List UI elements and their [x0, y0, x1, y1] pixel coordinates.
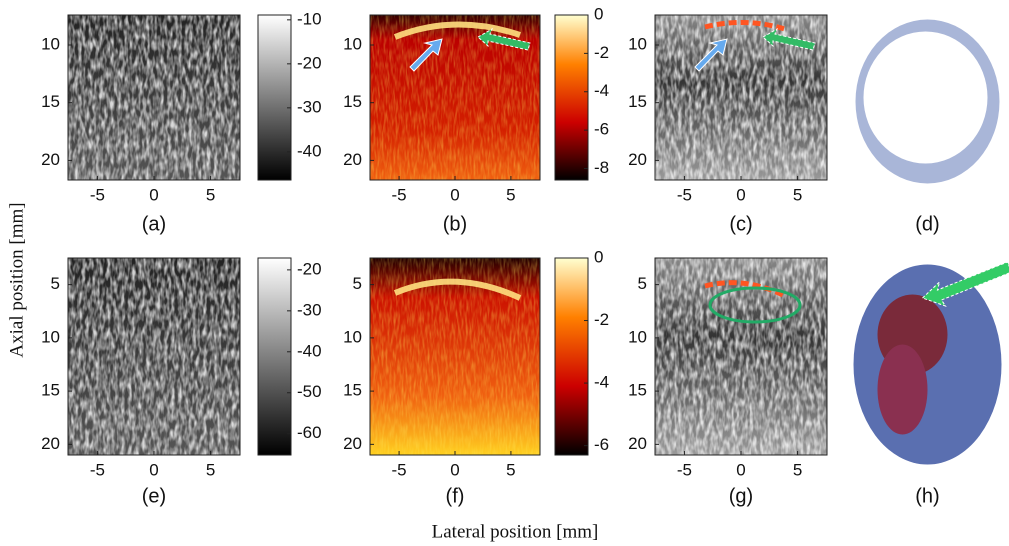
y-tick-label: 5 — [353, 274, 362, 293]
x-tick-label: -5 — [90, 185, 105, 204]
y-axis-label: Axial position [mm] — [6, 202, 27, 357]
x-tick-label: 0 — [149, 185, 158, 204]
y-tick-label: 15 — [343, 381, 362, 400]
x-tick-label: -5 — [677, 185, 692, 204]
x-tick-label: -5 — [677, 460, 692, 479]
colorbar-tick-label: -30 — [297, 97, 322, 116]
x-tick-label: 0 — [736, 185, 745, 204]
speckle — [68, 15, 240, 180]
colorbar-tick-label: -30 — [297, 300, 322, 319]
colorbar-tick-label: -20 — [297, 53, 322, 72]
y-tick-label: 15 — [343, 92, 362, 111]
speckle — [370, 258, 540, 455]
y-tick-label: 15 — [628, 92, 647, 111]
x-tick-label: 5 — [793, 185, 802, 204]
y-tick-label: 20 — [343, 434, 362, 453]
speckle — [655, 15, 827, 180]
panel-label: (e) — [142, 485, 166, 507]
panel-label: (d) — [915, 213, 939, 235]
y-tick-label: 10 — [343, 327, 362, 346]
x-tick-label: 5 — [793, 460, 802, 479]
tissue-lumen — [863, 31, 988, 164]
panel-label: (b) — [443, 213, 467, 235]
y-tick-label: 10 — [343, 34, 362, 53]
y-tick-label: 20 — [628, 150, 647, 169]
x-tick-label: 5 — [506, 460, 515, 479]
x-tick-label: 5 — [206, 460, 215, 479]
colorbar-tick-label: -60 — [297, 423, 322, 442]
bright-echo — [393, 278, 522, 301]
overlay-echo — [704, 20, 786, 32]
colorbar-tick-label: -40 — [297, 141, 322, 160]
x-tick-label: 0 — [450, 185, 459, 204]
colorbar-tick-label: 0 — [594, 247, 603, 266]
colorbar-tick-label: -2 — [594, 43, 609, 62]
panel-label: (f) — [446, 485, 465, 507]
colorbar-tick-label: -20 — [297, 259, 322, 278]
y-tick-label: 20 — [343, 150, 362, 169]
y-tick-label: 10 — [41, 327, 60, 346]
y-tick-label: 5 — [51, 274, 60, 293]
panel-label: (h) — [915, 485, 939, 507]
lesion — [877, 344, 928, 435]
y-tick-label: 10 — [41, 34, 60, 53]
colorbar-tick-label: -10 — [297, 9, 322, 28]
x-tick-label: 5 — [206, 185, 215, 204]
colorbar — [257, 14, 292, 181]
colorbar-tick-label: -8 — [594, 158, 609, 177]
x-tick-label: 5 — [506, 185, 515, 204]
colorbar-tick-label: -2 — [594, 310, 609, 329]
colorbar-tick-label: -6 — [594, 120, 609, 139]
y-tick-label: 20 — [41, 150, 60, 169]
colorbar-tick-label: -50 — [297, 382, 322, 401]
panel-label: (c) — [729, 213, 752, 235]
green-arrow — [477, 27, 531, 51]
colorbar-tick-label: -40 — [297, 341, 322, 360]
colorbar-tick-label: 0 — [594, 4, 603, 23]
arrow — [921, 261, 1009, 307]
highlight-ellipse — [708, 286, 802, 324]
y-tick-label: 10 — [628, 327, 647, 346]
x-tick-label: 0 — [736, 460, 745, 479]
colorbar — [257, 257, 292, 456]
y-tick-label: 20 — [41, 434, 60, 453]
y-tick-label: 15 — [41, 92, 60, 111]
x-tick-label: -5 — [90, 460, 105, 479]
x-tick-label: -5 — [392, 185, 407, 204]
colorbar — [554, 257, 589, 456]
green-arrow — [762, 27, 816, 51]
x-tick-label: 0 — [149, 460, 158, 479]
x-tick-label: -5 — [392, 460, 407, 479]
x-axis-label: Lateral position [mm] — [432, 521, 599, 542]
panel-label: (g) — [729, 485, 753, 507]
panel-label: (a) — [142, 213, 166, 235]
y-tick-label: 15 — [41, 381, 60, 400]
y-tick-label: 20 — [628, 434, 647, 453]
speckle — [655, 258, 827, 455]
overlay-echo — [704, 280, 787, 299]
y-tick-label: 10 — [628, 34, 647, 53]
y-tick-label: 5 — [638, 274, 647, 293]
colorbar-tick-label: -4 — [594, 81, 609, 100]
blue-arrow — [694, 38, 728, 72]
x-tick-label: 0 — [450, 460, 459, 479]
colorbar-tick-label: -6 — [594, 435, 609, 454]
colorbar-tick-label: -4 — [594, 373, 609, 392]
colorbar — [554, 14, 589, 181]
bright-echo — [393, 21, 521, 40]
y-tick-label: 15 — [628, 381, 647, 400]
speckle — [68, 258, 240, 455]
blue-arrow — [409, 38, 443, 72]
